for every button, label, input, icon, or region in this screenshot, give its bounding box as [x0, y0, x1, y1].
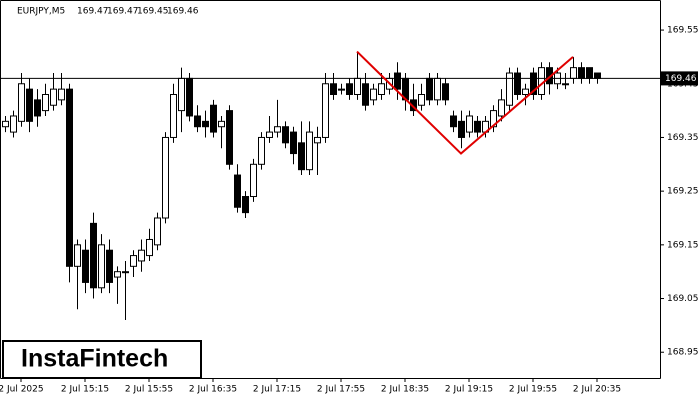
candle-body [354, 77, 361, 95]
candle-body [378, 83, 385, 95]
last-price-box [660, 71, 698, 86]
candle-body [154, 217, 161, 246]
candle-body [90, 222, 97, 289]
x-tick-label: 2 Jul 19:55 [509, 385, 557, 395]
x-tick-label: 2 Jul 16:35 [189, 385, 237, 395]
candle-body [442, 83, 449, 101]
candle-body [322, 83, 329, 138]
y-tick-label: 169.05 [667, 294, 699, 304]
candle-body [202, 120, 209, 128]
candle-body [450, 115, 457, 128]
candle-body [170, 94, 177, 138]
candle-body [330, 83, 337, 95]
candle-body [314, 136, 321, 144]
candle-body [106, 249, 113, 283]
candle-body [594, 72, 601, 79]
candle-body [186, 77, 193, 117]
candle-body [82, 249, 89, 283]
candle-body [258, 136, 265, 165]
x-tick-label: 2 Jul 17:55 [317, 385, 365, 395]
candle-body [74, 244, 81, 267]
candle-body [434, 77, 441, 101]
candle-body [50, 88, 57, 106]
candle-body [26, 88, 33, 122]
candle-body [178, 77, 185, 112]
symbol: EURJPY,M5 [17, 7, 65, 17]
candle-body [346, 83, 353, 95]
candle-body [226, 110, 233, 165]
candle-body [194, 115, 201, 128]
candle-body [2, 120, 9, 128]
candle-body [242, 196, 249, 214]
candle-body [266, 131, 273, 138]
x-tick-label: 2 Jul 15:55 [125, 385, 173, 395]
candle-body [98, 244, 105, 289]
candle-body [562, 83, 569, 86]
candle-body [18, 83, 25, 122]
logo-box [2, 340, 202, 379]
candle-body [418, 94, 425, 106]
header-value: 169.47 [77, 7, 109, 17]
candle-body [514, 72, 521, 95]
candle-body [458, 120, 465, 138]
candle-body [474, 120, 481, 133]
candle-body [66, 88, 73, 267]
candle-body [290, 131, 297, 155]
candle-body [586, 67, 593, 79]
x-tick-label: 2 Jul 20:35 [573, 385, 621, 395]
candle-body [146, 238, 153, 257]
candle-body [138, 249, 145, 262]
candle-body [362, 83, 369, 106]
candle-body [282, 126, 289, 144]
candle-body [522, 88, 529, 96]
candle-body [506, 72, 513, 106]
candle-body [210, 104, 217, 133]
x-tick-label: 2 Jul 19:15 [445, 385, 493, 395]
candle-body [394, 72, 401, 90]
header-value: 169.47 [107, 7, 139, 17]
last-price-label: 169.46 [665, 74, 697, 84]
candle-body [426, 77, 433, 101]
y-tick-label: 169.35 [667, 133, 699, 143]
header-value: 169.45 [137, 7, 169, 17]
candle-body [34, 99, 41, 117]
logo: InstaFintech [21, 345, 168, 373]
x-tick-label: 2 Jul 15:15 [61, 385, 109, 395]
y-tick-label: 169.55 [667, 26, 699, 36]
candle-body [218, 120, 225, 128]
candle-body [274, 126, 281, 133]
candle-body [306, 131, 313, 171]
candle-body [130, 255, 137, 267]
candle-body [338, 88, 345, 91]
candle-body [162, 136, 169, 219]
candle-body [578, 67, 585, 79]
x-tick-label: 2 Jul 18:35 [381, 385, 429, 395]
candle-body [42, 94, 49, 112]
candle-body [234, 174, 241, 208]
y-tick-label: 168.95 [667, 348, 699, 358]
x-tick-label: 2 Jul 17:15 [253, 385, 301, 395]
candle-body [466, 115, 473, 133]
candle-body [530, 72, 537, 95]
header-value: 169.46 [167, 7, 199, 17]
candle-body [298, 142, 305, 171]
candle-body [370, 88, 377, 101]
candle-body [122, 271, 129, 274]
pattern-line [356, 50, 574, 155]
candle-body [250, 163, 257, 198]
y-tick-label: 169.15 [667, 240, 699, 250]
candle-body [570, 67, 577, 79]
candle-body [114, 271, 121, 278]
candle-body [58, 88, 65, 101]
candle-body [10, 115, 17, 133]
candle-body [498, 99, 505, 117]
x-tick-label: 2 Jul 2025 [0, 385, 44, 395]
y-tick-label: 169.25 [667, 187, 699, 197]
